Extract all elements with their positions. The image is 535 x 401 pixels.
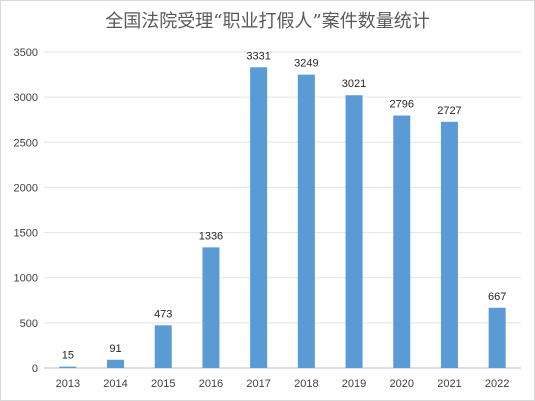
x-tick-label-2022: 2022 <box>485 378 509 390</box>
data-label-2016: 1336 <box>199 230 223 242</box>
x-tick-label-2020: 2020 <box>390 378 414 390</box>
x-tick-label-2013: 2013 <box>56 378 80 390</box>
data-label-2014: 91 <box>109 343 121 355</box>
bar-2016 <box>202 247 220 368</box>
y-tick-label: 500 <box>20 318 38 330</box>
x-tick-label-2021: 2021 <box>437 378 461 390</box>
y-tick-label: 1500 <box>14 228 38 240</box>
data-label-2018: 3249 <box>294 58 318 70</box>
bar-2021 <box>440 121 458 368</box>
data-label-2013: 15 <box>62 350 74 362</box>
data-label-2015: 473 <box>154 308 172 320</box>
bar-2014 <box>107 359 125 368</box>
y-tick-label: 2500 <box>14 137 38 149</box>
data-label-2017: 3331 <box>246 50 270 62</box>
bar-2018 <box>297 74 315 368</box>
y-axis-ticks: 0 500 1000 1500 2000 2500 3000 3500 <box>14 47 38 375</box>
bars <box>59 67 506 368</box>
bar-2022 <box>488 307 506 368</box>
bar-2015 <box>154 325 172 368</box>
data-label-2022: 667 <box>488 291 506 303</box>
x-tick-label-2014: 2014 <box>103 378 127 390</box>
y-tick-label: 1000 <box>14 273 38 285</box>
y-tick-label: 3000 <box>14 92 38 104</box>
y-tick-label: 2000 <box>14 182 38 194</box>
x-tick-label-2018: 2018 <box>294 378 318 390</box>
y-tick-label: 3500 <box>14 47 38 59</box>
y-tick-label: 0 <box>32 363 38 375</box>
data-label-2019: 3021 <box>342 78 366 90</box>
x-axis-ticks: 2013 2014 2015 2016 2017 2018 2019 2020 2021 2022 <box>56 378 510 390</box>
x-tick-label-2015: 2015 <box>151 378 175 390</box>
bar-2013 <box>59 366 77 368</box>
data-labels: 15 91 473 1336 3331 3249 3021 2796 2727 667 <box>62 50 507 361</box>
chart-title: 全国法院受理“职业打假人”案件数量统计 <box>105 11 430 32</box>
x-tick-label-2019: 2019 <box>342 378 366 390</box>
data-label-2020: 2796 <box>390 99 414 111</box>
data-label-2021: 2727 <box>437 105 461 117</box>
x-tick-label-2017: 2017 <box>246 378 270 390</box>
bar-2017 <box>250 67 268 368</box>
x-tick-label-2016: 2016 <box>199 378 223 390</box>
bar-2019 <box>345 95 363 368</box>
bar-2020 <box>393 115 411 368</box>
